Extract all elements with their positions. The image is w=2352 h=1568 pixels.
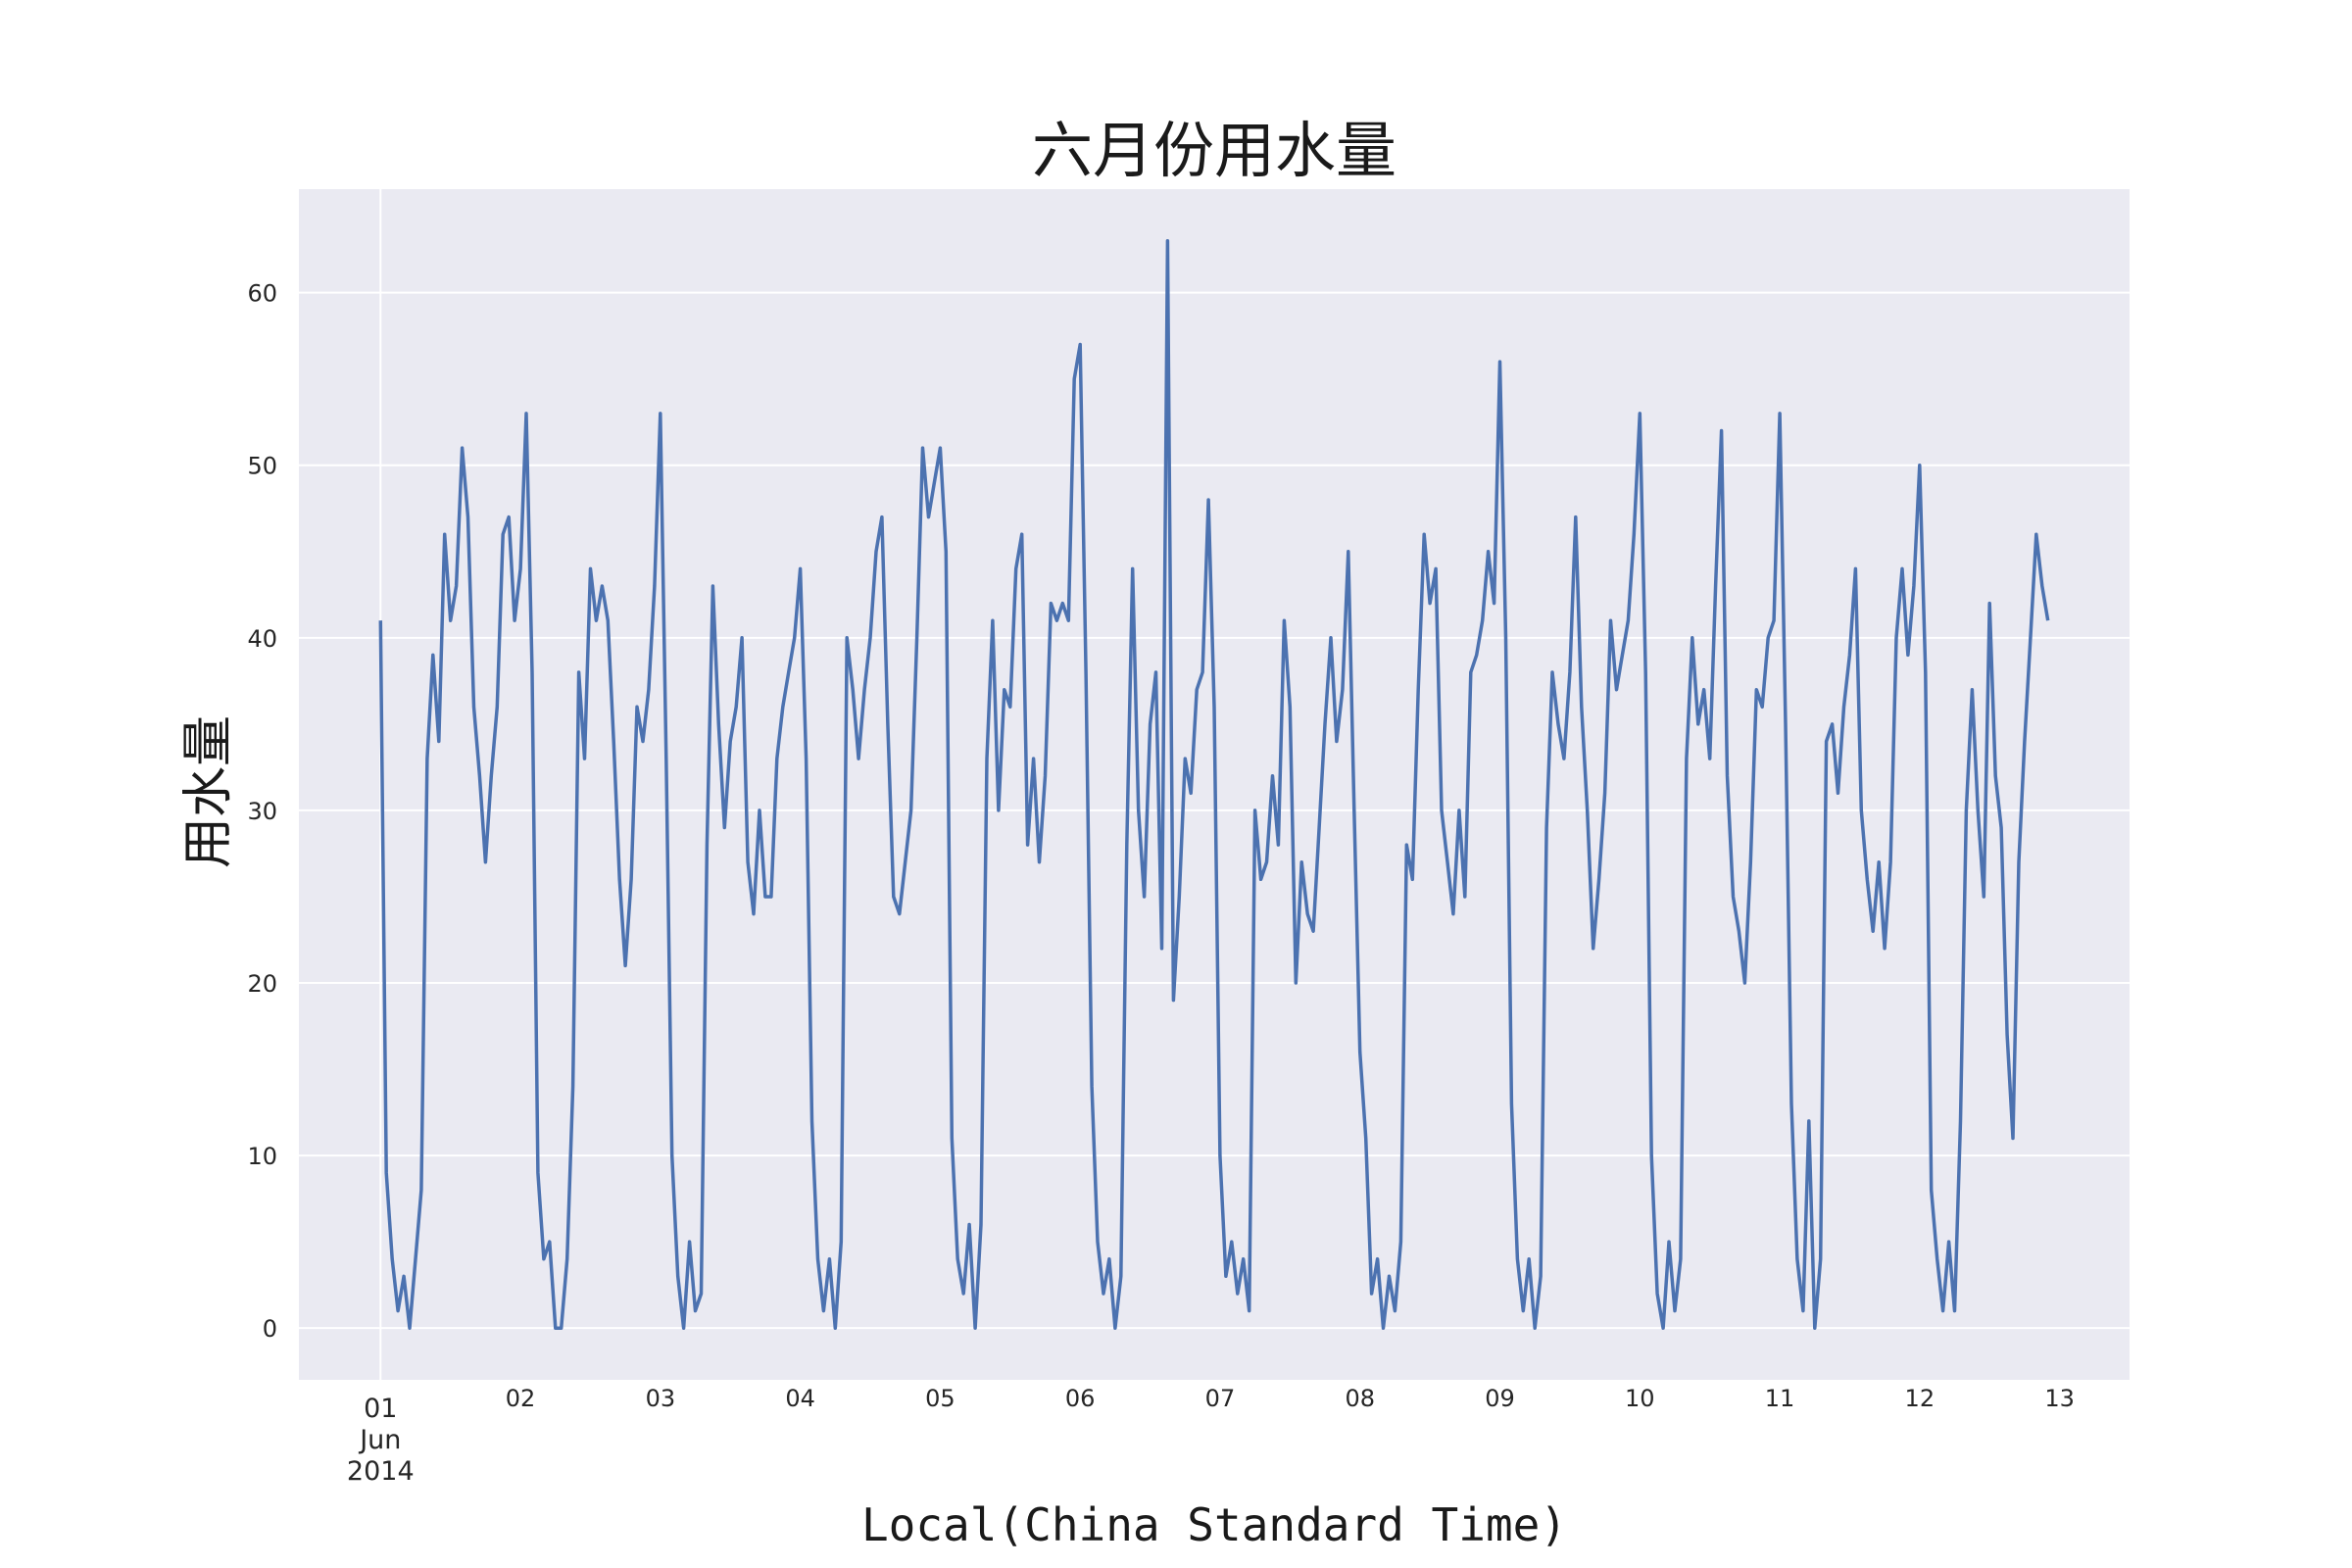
y-tick-label: 10 bbox=[247, 1143, 277, 1170]
x-tick-label: 08 bbox=[1345, 1385, 1375, 1412]
x-tick-label: 09 bbox=[1485, 1385, 1515, 1412]
x-tick-label: 06 bbox=[1065, 1385, 1096, 1412]
x-axis-label: Local(China Standard Time) bbox=[861, 1498, 1567, 1551]
chart-title: 六月份用水量 bbox=[1032, 115, 1396, 186]
x-tick-label: 02 bbox=[506, 1385, 536, 1412]
x-tick-label: 2014 bbox=[347, 1456, 415, 1487]
x-tick-label: 04 bbox=[785, 1385, 815, 1412]
y-tick-label: 30 bbox=[247, 798, 277, 825]
x-tick-label: 03 bbox=[646, 1385, 676, 1412]
grid-lines bbox=[299, 189, 2130, 1380]
x-tick-label: 07 bbox=[1205, 1385, 1236, 1412]
x-tick-label: 13 bbox=[2044, 1385, 2075, 1412]
y-tick-label: 50 bbox=[247, 453, 277, 480]
x-tick-label: Jun bbox=[358, 1425, 401, 1455]
x-tick-label: 11 bbox=[1765, 1385, 1795, 1412]
series-line bbox=[378, 239, 2050, 1330]
x-tick-label: 05 bbox=[925, 1385, 956, 1412]
y-tick-label: 60 bbox=[247, 280, 277, 308]
y-tick-label: 0 bbox=[263, 1315, 277, 1343]
y-tick-label: 40 bbox=[247, 625, 277, 653]
y-tick-label: 20 bbox=[247, 970, 277, 998]
y-axis-label: 用水量 bbox=[179, 715, 238, 868]
x-tick-label: 12 bbox=[1905, 1385, 1936, 1412]
x-tick-label: 10 bbox=[1625, 1385, 1655, 1412]
x-tick-label: 01 bbox=[364, 1394, 397, 1424]
